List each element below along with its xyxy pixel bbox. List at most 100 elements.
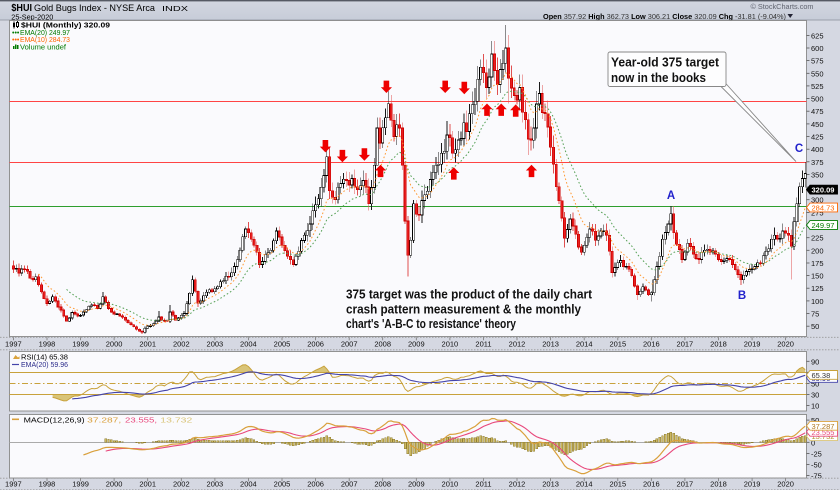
svg-text:2009: 2009 — [408, 480, 425, 489]
svg-text:now in the books: now in the books — [611, 71, 706, 85]
svg-text:2002: 2002 — [173, 339, 190, 348]
svg-text:13.732: 13.732 — [812, 432, 835, 441]
svg-text:2005: 2005 — [274, 480, 291, 489]
svg-text:Volume undef: Volume undef — [20, 42, 67, 51]
svg-text:•••: ••• — [12, 30, 20, 37]
svg-text:2018: 2018 — [710, 480, 727, 489]
svg-text:320.09: 320.09 — [812, 186, 835, 195]
svg-text:10: 10 — [811, 402, 819, 411]
svg-text:2020: 2020 — [777, 480, 794, 489]
svg-text:2016: 2016 — [643, 339, 660, 348]
svg-text:2017: 2017 — [677, 480, 694, 489]
svg-text:450: 450 — [811, 120, 824, 129]
svg-text:600: 600 — [811, 44, 824, 53]
svg-text:A: A — [667, 190, 675, 202]
svg-text:C: C — [795, 143, 803, 155]
svg-text:500: 500 — [811, 95, 824, 104]
svg-text:625: 625 — [811, 31, 824, 40]
svg-text:175: 175 — [811, 259, 824, 268]
svg-text:1999: 1999 — [72, 339, 89, 348]
svg-text:2000: 2000 — [106, 480, 123, 489]
svg-text:50: 50 — [811, 322, 819, 331]
svg-text:2014: 2014 — [576, 339, 593, 348]
svg-text:23.555: 23.555 — [812, 428, 835, 437]
svg-text:30: 30 — [811, 390, 819, 399]
svg-text:425: 425 — [811, 133, 824, 142]
svg-text:1999: 1999 — [72, 480, 89, 489]
svg-text:$HUI (Monthly) 320.09: $HUI (Monthly) 320.09 — [21, 21, 110, 30]
svg-text:65.38: 65.38 — [812, 371, 831, 380]
svg-text:2013: 2013 — [542, 480, 559, 489]
svg-text:Year-old 375 target: Year-old 375 target — [611, 56, 720, 70]
svg-text:2019: 2019 — [744, 480, 761, 489]
svg-text:2002: 2002 — [173, 480, 190, 489]
svg-text:150: 150 — [811, 272, 824, 281]
svg-text:1998: 1998 — [39, 480, 56, 489]
svg-text:375: 375 — [811, 158, 824, 167]
svg-text:1997: 1997 — [5, 339, 22, 348]
svg-text:37.287,: 37.287, — [87, 416, 121, 425]
svg-text:75: 75 — [811, 310, 819, 319]
svg-text:EMA(20) 59.96: EMA(20) 59.96 — [21, 360, 68, 369]
svg-text:375 target was the product of: 375 target was the product of the daily … — [346, 288, 593, 302]
svg-text:2012: 2012 — [509, 480, 526, 489]
svg-text:400: 400 — [811, 145, 824, 154]
svg-text:•••: ••• — [12, 37, 20, 44]
svg-text:2018: 2018 — [710, 339, 727, 348]
svg-text:50: 50 — [811, 379, 819, 388]
svg-text:475: 475 — [811, 107, 824, 116]
svg-text:2008: 2008 — [374, 339, 391, 348]
svg-text:EMA(10) 284.73: EMA(10) 284.73 — [20, 35, 70, 44]
svg-text:chart's 'A-B-C to resistance': chart's 'A-B-C to resistance' theory — [346, 317, 516, 331]
svg-text:2006: 2006 — [307, 339, 324, 348]
svg-text:2001: 2001 — [139, 339, 156, 348]
svg-text:2011: 2011 — [475, 339, 491, 348]
svg-text:2010: 2010 — [442, 339, 459, 348]
svg-text:100: 100 — [811, 297, 824, 306]
svg-text:-50: -50 — [811, 461, 822, 470]
svg-text:2004: 2004 — [240, 339, 257, 348]
svg-text:249.97: 249.97 — [812, 221, 835, 230]
svg-text:550: 550 — [811, 69, 824, 78]
svg-text:525: 525 — [811, 82, 824, 91]
svg-text:300: 300 — [811, 196, 824, 205]
svg-text:MACD(12,26,9): MACD(12,26,9) — [24, 416, 86, 425]
svg-text:2000: 2000 — [106, 339, 123, 348]
svg-text:Gold Bugs Index - NYSE Arca: Gold Bugs Index - NYSE Arca — [34, 3, 156, 14]
svg-text:2008: 2008 — [374, 480, 391, 489]
svg-text:-75: -75 — [811, 472, 822, 481]
svg-text:2003: 2003 — [207, 480, 224, 489]
svg-text:2004: 2004 — [240, 480, 257, 489]
svg-text:284.73: 284.73 — [812, 204, 835, 213]
svg-text:2005: 2005 — [274, 339, 291, 348]
svg-text:0: 0 — [811, 438, 815, 447]
svg-text:2020: 2020 — [777, 339, 794, 348]
svg-text:2001: 2001 — [139, 480, 156, 489]
svg-text:90: 90 — [811, 357, 819, 366]
svg-text:crash pattern measurement & th: crash pattern measurement & the monthly — [346, 303, 581, 317]
svg-text:200: 200 — [811, 246, 824, 255]
svg-text:2017: 2017 — [677, 339, 694, 348]
svg-text:INDX: INDX — [162, 6, 188, 13]
svg-text:2019: 2019 — [744, 339, 761, 348]
svg-text:2015: 2015 — [609, 480, 626, 489]
svg-text:2011: 2011 — [475, 480, 491, 489]
svg-text:1998: 1998 — [39, 339, 56, 348]
svg-text:13.732: 13.732 — [160, 416, 192, 425]
svg-text:-25: -25 — [811, 449, 822, 458]
svg-text:2013: 2013 — [542, 339, 559, 348]
svg-text:23.555,: 23.555, — [125, 416, 157, 425]
svg-text:$HUI: $HUI — [11, 3, 32, 14]
svg-text:50: 50 — [811, 416, 819, 425]
svg-text:350: 350 — [811, 170, 824, 179]
svg-text:© StockCharts.com: © StockCharts.com — [751, 2, 814, 11]
svg-text:2003: 2003 — [207, 339, 224, 348]
svg-text:2012: 2012 — [509, 339, 526, 348]
svg-text:2007: 2007 — [341, 339, 358, 348]
svg-text:EMA(20) 249.97: EMA(20) 249.97 — [20, 28, 70, 37]
svg-text:2007: 2007 — [341, 480, 358, 489]
svg-text:2010: 2010 — [442, 480, 459, 489]
svg-text:125: 125 — [811, 284, 824, 293]
svg-text:1997: 1997 — [5, 480, 22, 489]
svg-text:2015: 2015 — [609, 339, 626, 348]
